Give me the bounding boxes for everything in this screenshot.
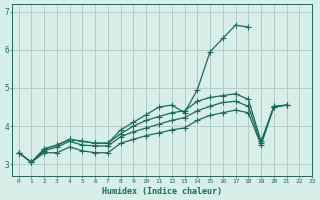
X-axis label: Humidex (Indice chaleur): Humidex (Indice chaleur) [102, 187, 222, 196]
